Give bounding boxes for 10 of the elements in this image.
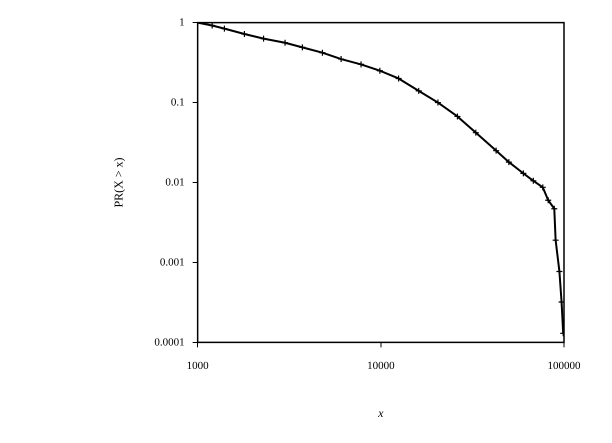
x-tick-label: 1000 [186, 360, 210, 372]
x-tick-label: 100000 [548, 360, 581, 372]
y-tick-label: 0.01 [165, 176, 185, 188]
y-tick-label: 0.001 [160, 256, 185, 268]
x-tick-label: 10000 [367, 360, 396, 372]
y-tick-label: 1 [179, 16, 185, 28]
y-axis-title: PR(X > x) [111, 157, 126, 208]
x-axis-title: x [377, 406, 384, 420]
y-tick-label: 0.1 [170, 96, 185, 108]
y-tick-label: 0.0001 [154, 336, 185, 348]
